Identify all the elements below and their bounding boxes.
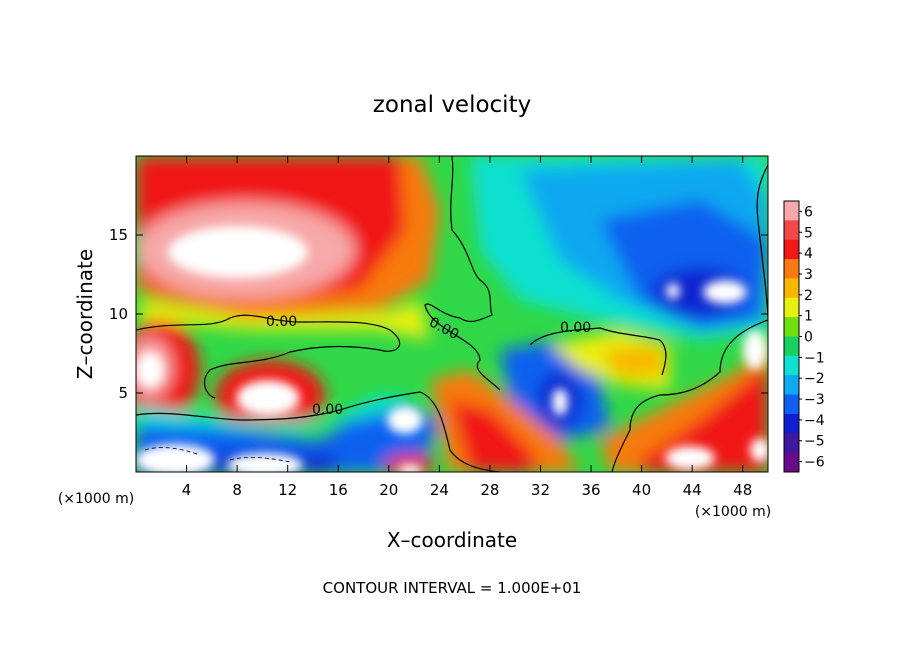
chart-title: zonal velocity (373, 92, 531, 118)
field-navy-upper-right (652, 268, 748, 316)
x-tick-label: 36 (581, 481, 600, 499)
colorbar-label: −2 (804, 371, 825, 387)
extreme-white-right-small (666, 283, 680, 299)
extreme-white-bottom-right (665, 446, 715, 470)
extreme-white-upper-left (168, 226, 308, 278)
extreme-white-bottom-left (136, 444, 215, 472)
x-tick-label: 16 (329, 481, 348, 499)
colorbar-label: −4 (804, 413, 825, 429)
colorbar-label: −6 (804, 455, 825, 471)
colorbar-label: 3 (804, 267, 813, 283)
y-tick-label: 15 (109, 226, 128, 244)
colorbar-label: −3 (804, 392, 825, 408)
extreme-white-center-right (552, 388, 568, 416)
contour-label-1: 0.00 (266, 314, 297, 330)
colorbar-swatch (784, 201, 799, 221)
x-tick-label: 8 (232, 481, 242, 499)
colorbar-swatch (784, 375, 799, 396)
x-tick-label: 44 (683, 481, 702, 499)
colorbar-label: 4 (804, 246, 813, 262)
colorbar-label: 0 (804, 330, 813, 346)
field-yellow-mid-left (140, 300, 430, 340)
contour-line-dashed (144, 447, 291, 463)
extreme-white-bottom-edge (750, 438, 768, 462)
x-tick-label: 48 (733, 481, 752, 499)
contour-line-mid-left (136, 391, 501, 472)
heatmap-extremes (136, 226, 768, 472)
colorbar-swatch (784, 336, 799, 357)
field-red-lower-right (640, 360, 768, 472)
extreme-white-bottom-mid (227, 453, 303, 472)
colorbar-swatch (784, 433, 799, 454)
colorbar-swatch (784, 239, 799, 260)
colorbar-label: 2 (804, 288, 813, 304)
contour-label-4: 0.00 (560, 320, 591, 336)
x-unit-right: (×1000 m) (695, 504, 771, 520)
x-axis-label: X–coordinate (387, 528, 517, 552)
contour-line-left (136, 314, 401, 399)
colorbar-label: 1 (804, 309, 813, 325)
plot-area: 0.00 0.00 0.00 0.00 (136, 156, 768, 472)
x-tick-label: 12 (278, 481, 297, 499)
colorbar-swatch (784, 355, 799, 376)
extreme-white-left-mid (236, 380, 300, 416)
field-red-bottom-center (385, 455, 435, 472)
colorbar-label: 5 (804, 225, 813, 241)
colorbar-swatch (784, 259, 799, 279)
colorbar-swatch (784, 413, 799, 434)
colorbar-swatch (784, 278, 799, 299)
extreme-white-lower-right (743, 330, 767, 370)
x-tick-label: 20 (379, 481, 398, 499)
colorbar-label: −5 (804, 434, 825, 450)
x-unit-left: (×1000 m) (58, 491, 134, 507)
colorbar: 6 5 4 3 2 1 0 −1 −2 −3 −4 −5 −6 (783, 200, 825, 473)
x-tick-label: 24 (430, 481, 449, 499)
y-tick-label: 5 (118, 384, 128, 402)
y-axis-label: Z–coordinate (73, 249, 97, 379)
field-red-center (450, 400, 540, 472)
heatmap-fields (136, 156, 768, 472)
contour-line-upper (424, 156, 501, 391)
y-tick-label: 10 (109, 305, 128, 323)
colorbar-label: 6 (804, 204, 813, 220)
colorbar-swatch (784, 297, 799, 318)
field-orange-right (600, 345, 665, 378)
zero-contours (136, 156, 768, 472)
x-tick-label: 32 (531, 481, 550, 499)
extreme-white-lower-center (387, 406, 423, 434)
x-tick-label: 40 (632, 481, 651, 499)
colorbar-swatch (784, 452, 799, 473)
contour-interval-footer: CONTOUR INTERVAL = 1.000E+01 (323, 579, 582, 597)
extreme-white-right-upper (703, 280, 747, 304)
colorbar-swatch (784, 220, 799, 241)
extreme-white-bottom-center (398, 464, 422, 472)
extreme-white-left-edge (136, 352, 164, 388)
contour-line-center-right (529, 327, 667, 376)
field-cyan-lower-left (136, 395, 420, 430)
x-tick-label: 4 (182, 481, 192, 499)
contour-line-right (611, 164, 768, 472)
contour-label-2: 0.00 (312, 402, 343, 418)
colorbar-label: −1 (804, 350, 825, 366)
x-tick-label: 28 (480, 481, 499, 499)
colorbar-swatch (784, 394, 799, 415)
colorbar-swatch (784, 317, 799, 337)
